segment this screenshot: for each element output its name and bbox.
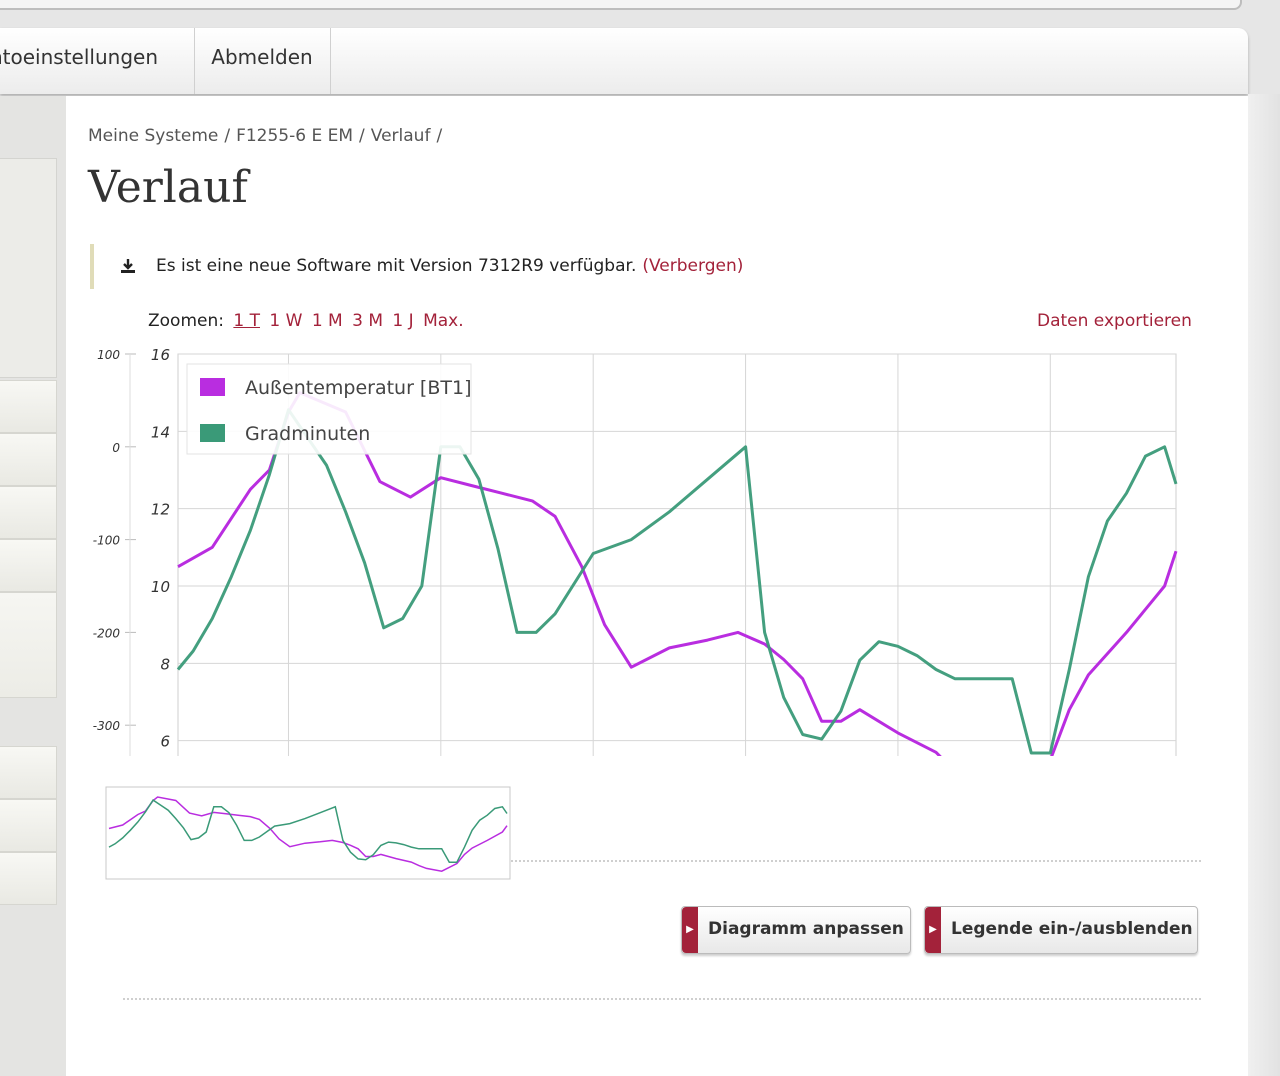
y-left-tick-label: 14 — [151, 423, 170, 441]
legend-swatch — [200, 378, 225, 396]
y-right-tick-label: 0 — [112, 441, 120, 455]
sidebar — [0, 96, 66, 1076]
y-left-tick-label: 10 — [151, 578, 170, 596]
y-right-tick-label: -100 — [93, 534, 121, 548]
y-left-tick-label: 8 — [160, 655, 170, 673]
software-notice: Es ist eine neue Software mit Version 73… — [90, 244, 743, 289]
y-right-tick-label: 100 — [97, 348, 120, 362]
sidebar-item[interactable] — [0, 539, 57, 592]
navigator-line-degree-minutes — [108, 799, 508, 863]
zoom-1-week[interactable]: 1 W — [269, 311, 303, 331]
notice-text: Es ist eine neue Software mit Version 73… — [156, 256, 743, 276]
adjust-chart-button[interactable]: ▶ Diagramm anpassen — [681, 906, 911, 954]
series-line-degree-minutes — [176, 408, 1178, 755]
page-background-right — [1248, 94, 1280, 1076]
breadcrumb-separator: / — [436, 126, 443, 146]
y-left-tick-label: 6 — [160, 733, 170, 751]
download-icon — [120, 258, 136, 278]
breadcrumb-my-systems[interactable]: Meine Systeme — [88, 126, 219, 146]
breadcrumb-separator: / — [359, 126, 365, 146]
y-left-tick-label: 16 — [151, 346, 170, 364]
sidebar-item[interactable] — [0, 799, 57, 852]
arrow-right-icon: ▶ — [682, 907, 698, 953]
y-right-tick-label: -300 — [93, 719, 121, 733]
navigator-minichart[interactable] — [105, 786, 513, 882]
navigator-line-outdoor-temp — [108, 796, 508, 872]
y-left-tick-label: 12 — [151, 501, 170, 519]
breadcrumb: Meine Systeme / F1255-6 E EM / Verlauf / — [88, 126, 448, 146]
history-chart[interactable]: 161412108641000-100-200-300-4002016-10-0… — [66, 96, 1196, 756]
y-right-tick-label: -200 — [93, 626, 121, 640]
notice-message: Es ist eine neue Software mit Version 73… — [156, 256, 637, 276]
divider — [123, 998, 1201, 1000]
zoom-1-day[interactable]: 1 T — [233, 311, 260, 331]
export-data-link[interactable]: Daten exportieren — [1037, 311, 1192, 331]
toggle-legend-button[interactable]: ▶ Legende ein-/ausblenden — [924, 906, 1198, 954]
nav-account-settings[interactable]: ntoeinstellungen — [0, 28, 195, 94]
sidebar-item[interactable] — [0, 380, 57, 433]
navigator-frame — [105, 786, 511, 880]
legend-entry-label: Gradminuten — [245, 423, 370, 445]
zoom-3-months[interactable]: 3 M — [352, 311, 384, 331]
breadcrumb-history[interactable]: Verlauf — [370, 126, 431, 146]
arrow-right-icon: ▶ — [925, 907, 941, 953]
sidebar-item[interactable] — [0, 746, 57, 799]
breadcrumb-system[interactable]: F1255-6 E EM — [236, 126, 354, 146]
divider — [123, 860, 1201, 862]
toggle-legend-label: Legende ein-/ausblenden — [951, 919, 1193, 939]
top-navbar: ntoeinstellungen Abmelden — [0, 28, 1248, 94]
zoom-controls: Zoomen: 1 T 1 W 1 M 3 M 1 J Max. — [148, 311, 464, 331]
sidebar-item[interactable] — [0, 433, 57, 486]
zoom-1-year[interactable]: 1 J — [392, 311, 414, 331]
breadcrumb-separator: / — [224, 126, 231, 146]
nav-logout[interactable]: Abmelden — [194, 28, 331, 94]
chart-legend: Außentemperatur [BT1] Gradminuten — [186, 363, 472, 455]
adjust-chart-label: Diagramm anpassen — [708, 919, 904, 939]
sidebar-panel — [0, 158, 57, 378]
sidebar-item[interactable] — [0, 852, 57, 905]
zoom-max[interactable]: Max. — [423, 311, 464, 331]
top-strip — [0, 0, 1242, 10]
legend-entry-label: Außentemperatur [BT1] — [245, 377, 472, 399]
legend-box — [186, 363, 472, 455]
sidebar-item[interactable] — [0, 486, 57, 539]
zoom-1-month[interactable]: 1 M — [311, 311, 343, 331]
legend-swatch — [200, 424, 225, 442]
page-title: Verlauf — [88, 162, 248, 213]
zoom-label: Zoomen: — [148, 311, 224, 331]
hide-notice-link[interactable]: (Verbergen) — [642, 256, 744, 276]
sidebar-item[interactable] — [0, 592, 57, 698]
